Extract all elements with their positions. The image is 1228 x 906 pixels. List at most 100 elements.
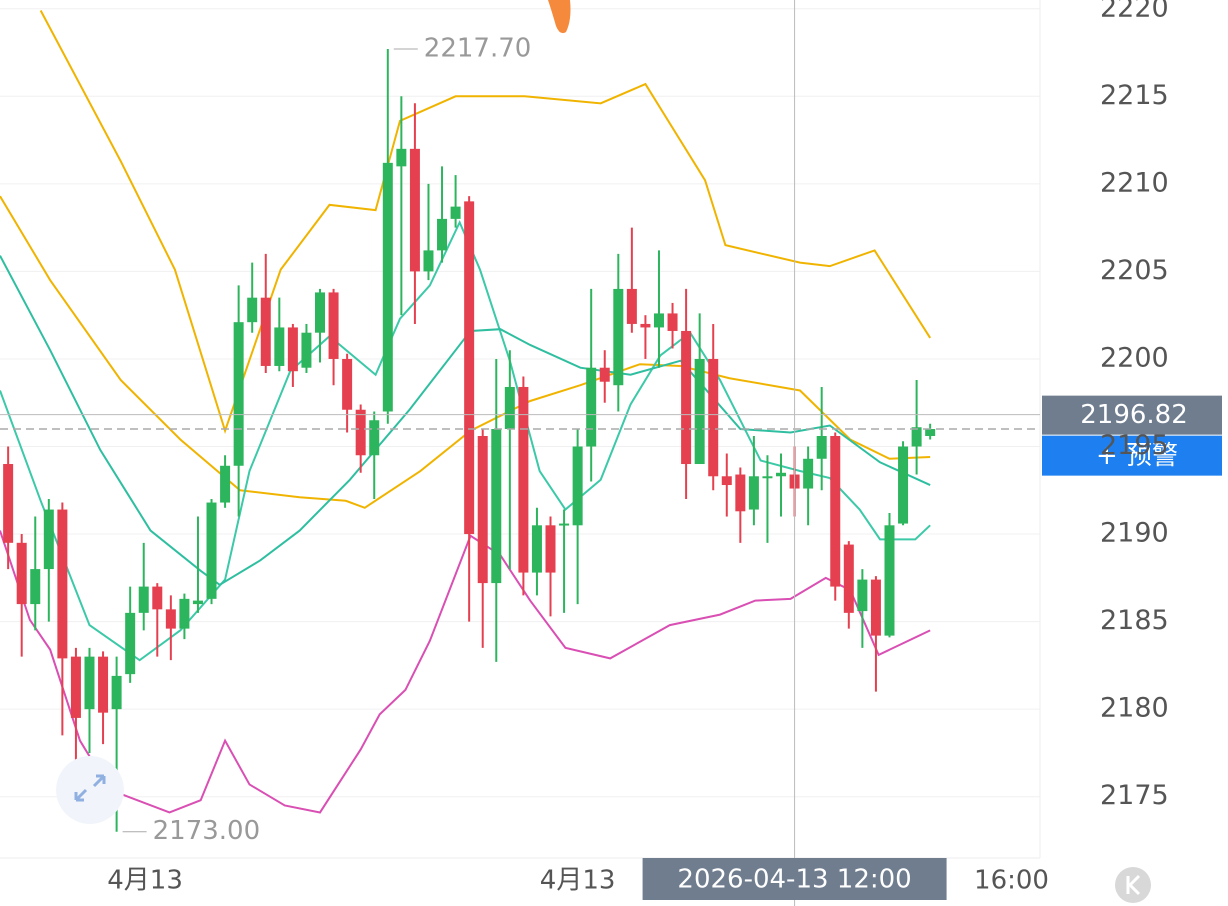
candle-body [491,429,502,584]
candle-body [43,509,54,570]
candle-body [30,569,41,605]
candle-body [559,523,570,526]
candle-body [382,162,393,412]
y-tick-label: 2210 [1100,167,1169,198]
alert-button-label: + 预警 [1096,441,1178,471]
candle-body [423,250,434,272]
candle-body [504,386,515,429]
candle-body [57,509,68,659]
candle-body [776,472,787,477]
candle-body [626,288,637,324]
candle-body [613,288,624,386]
candle-body [355,409,366,456]
candle-body [274,327,285,366]
candle-body [640,323,651,328]
candle-body [545,525,556,573]
x-tick-label: 4月13 [107,866,183,896]
candle-body [192,600,203,605]
candle-body [857,579,868,612]
candle-body [599,367,610,382]
candle-body [721,476,732,486]
candle-body [667,313,678,331]
candle-body [653,313,664,328]
indicator-line [39,10,932,434]
candle-body [260,297,271,366]
y-tick-label: 2205 [1100,255,1169,286]
crosshair-x-box [642,858,947,900]
candle-body [247,297,258,323]
candle-body [233,322,244,466]
y-tick-label: 2175 [1100,780,1169,811]
candle-body [843,544,854,613]
candle-body [125,612,136,675]
candle-body [315,292,325,333]
candle-body [911,427,922,447]
candle-body [111,675,122,710]
candle-body [152,586,163,610]
expand-icon[interactable] [56,756,124,824]
candle-body [301,332,312,368]
candle-body [735,474,746,512]
candle-body [464,201,475,535]
alert-button-bg [1042,435,1222,476]
candle-body [884,525,895,636]
crosshair-y-label: 2196.82 [1080,400,1188,430]
candle-body [287,327,298,372]
candle-body [3,464,14,543]
candle-body [925,429,936,437]
candle-body [803,458,814,489]
k-button[interactable] [1115,867,1151,903]
y-tick-label: 2215 [1100,80,1169,111]
candle-body [220,465,231,503]
candle-body [748,476,759,510]
y-tick-label: 2185 [1100,605,1169,636]
crosshair-x-label: 2026-04-13 12:00 [677,865,911,895]
k-circle [1115,867,1151,903]
x-tick-label: 4月13 [540,866,616,896]
candles [3,49,936,832]
crosshair-y-box [1042,395,1222,435]
candle-body [681,330,692,465]
candle-body [409,148,420,272]
candle-body [165,609,176,629]
x-tick-label: 16:00 [974,866,1049,896]
candle-body [898,446,909,524]
expand-arrows [74,774,106,802]
candle-body [870,579,881,636]
candle-body [437,218,448,251]
candle-body [138,586,149,613]
y-tick-label: 2220 [1100,0,1169,23]
y-tick-label: 2180 [1100,693,1169,724]
min-label: 2173.00 [153,816,261,846]
candle-body [16,542,27,605]
candle-body [708,358,719,477]
candle-body [179,598,190,629]
y-tick-label: 2190 [1100,518,1169,549]
alert-button[interactable]: + 预警 [1042,435,1222,476]
drag-handle [548,0,571,34]
candle-body [84,656,95,710]
candle-body [694,358,705,465]
candle-body [477,436,488,584]
candle-body [328,292,339,359]
candle-body [206,502,217,599]
candle-body [342,358,353,410]
indicator-line [0,530,931,814]
y-tick-label: 2200 [1100,342,1169,373]
candle-body [396,148,407,167]
candle-body [531,525,542,573]
candle-body [98,656,109,713]
expand-bg [56,756,124,824]
candle-body [572,446,583,526]
candle-body [586,367,597,447]
candle-body [830,436,841,587]
candle-body [450,206,461,219]
candle-body [369,420,380,456]
candle-body [762,476,773,479]
candle-body [518,386,529,573]
k-glyph [1126,874,1141,896]
max-label: 2217.70 [424,34,532,64]
candle-body [816,436,827,459]
candle-body [70,656,81,718]
